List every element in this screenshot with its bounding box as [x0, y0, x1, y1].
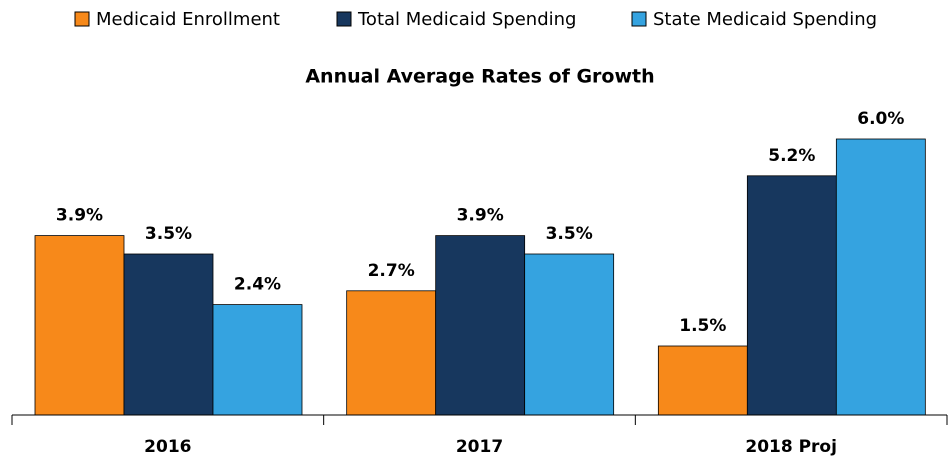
legend-swatch [336, 11, 352, 27]
data-label: 3.9% [457, 206, 504, 226]
chart-title: Annual Average Rates of Growth [305, 66, 654, 88]
bar [524, 253, 615, 416]
data-label: 5.2% [768, 146, 815, 166]
bar [435, 235, 526, 416]
data-label: 3.5% [546, 224, 593, 244]
bar [746, 175, 837, 416]
legend-label: Total Medicaid Spending [357, 9, 576, 30]
data-label: 3.5% [145, 224, 192, 244]
bar [212, 304, 303, 416]
bar [657, 345, 748, 416]
legend-label: State Medicaid Spending [653, 9, 877, 30]
legend-swatch [74, 11, 90, 27]
x-tick-label: 2018 Proj [745, 437, 837, 457]
data-label: 2.4% [234, 275, 281, 295]
bar [123, 253, 214, 416]
x-tick-label: 2016 [144, 437, 191, 457]
data-label: 6.0% [857, 109, 904, 129]
data-label: 3.9% [56, 206, 103, 226]
legend-label: Medicaid Enrollment [96, 9, 280, 30]
bar [346, 290, 437, 416]
bar [835, 138, 926, 416]
data-label: 2.7% [368, 261, 415, 281]
data-label: 1.5% [679, 316, 726, 336]
bar [34, 235, 125, 416]
x-tick-label: 2017 [456, 437, 503, 457]
legend-swatch [631, 11, 647, 27]
